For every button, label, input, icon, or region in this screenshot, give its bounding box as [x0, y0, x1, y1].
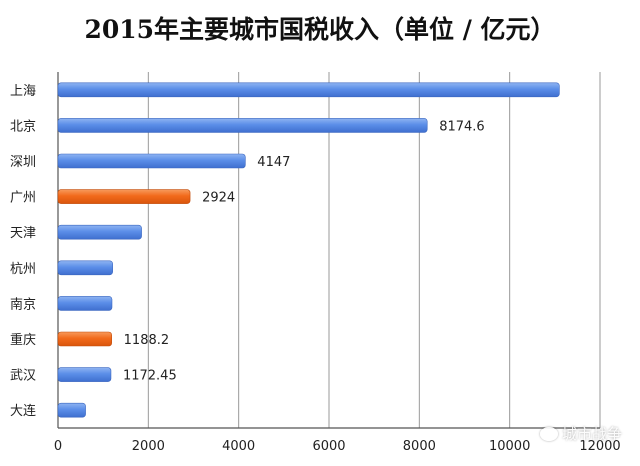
- x-tick-label: 4000: [222, 439, 255, 454]
- chart-title: 2015年主要城市国税收入（单位 / 亿元）: [84, 15, 556, 44]
- category-label: 广州: [10, 191, 36, 206]
- bar: [57, 118, 428, 133]
- category-label: 南京: [10, 296, 36, 312]
- x-tick-label: 0: [54, 439, 62, 454]
- bar: [57, 260, 113, 276]
- category-label: 杭州: [10, 262, 36, 277]
- category-label: 深圳: [10, 155, 36, 170]
- category-label: 天津: [10, 226, 36, 241]
- x-tick-label: 2000: [132, 439, 165, 454]
- category-label: 北京: [10, 119, 36, 134]
- bar: [57, 153, 246, 169]
- category-label: 大连: [10, 403, 36, 419]
- data-label: 1172.45: [123, 369, 177, 384]
- bar-highlight: [57, 331, 112, 347]
- bar: [57, 402, 86, 418]
- bar: [57, 224, 142, 240]
- x-tick-label: 10000: [489, 439, 530, 454]
- wechat-icon: [539, 426, 558, 441]
- data-label: 1188.2: [124, 333, 169, 348]
- x-tick-label: 6000: [312, 439, 345, 454]
- data-label: 8174.6: [439, 119, 485, 134]
- category-label: 重庆: [10, 332, 36, 348]
- category-label: 上海: [10, 84, 36, 99]
- bar: [57, 367, 112, 382]
- x-tick-label: 12000: [579, 439, 620, 454]
- data-label: 4147: [257, 155, 290, 170]
- bar: [57, 296, 113, 311]
- data-label: 2924: [202, 191, 235, 206]
- x-tick-label: 8000: [403, 439, 436, 454]
- watermark-text: 城市战争: [561, 425, 622, 443]
- bar: [57, 82, 560, 98]
- bar-highlight: [57, 189, 191, 204]
- category-label: 武汉: [10, 369, 36, 384]
- watermark: 城市战争: [539, 423, 622, 444]
